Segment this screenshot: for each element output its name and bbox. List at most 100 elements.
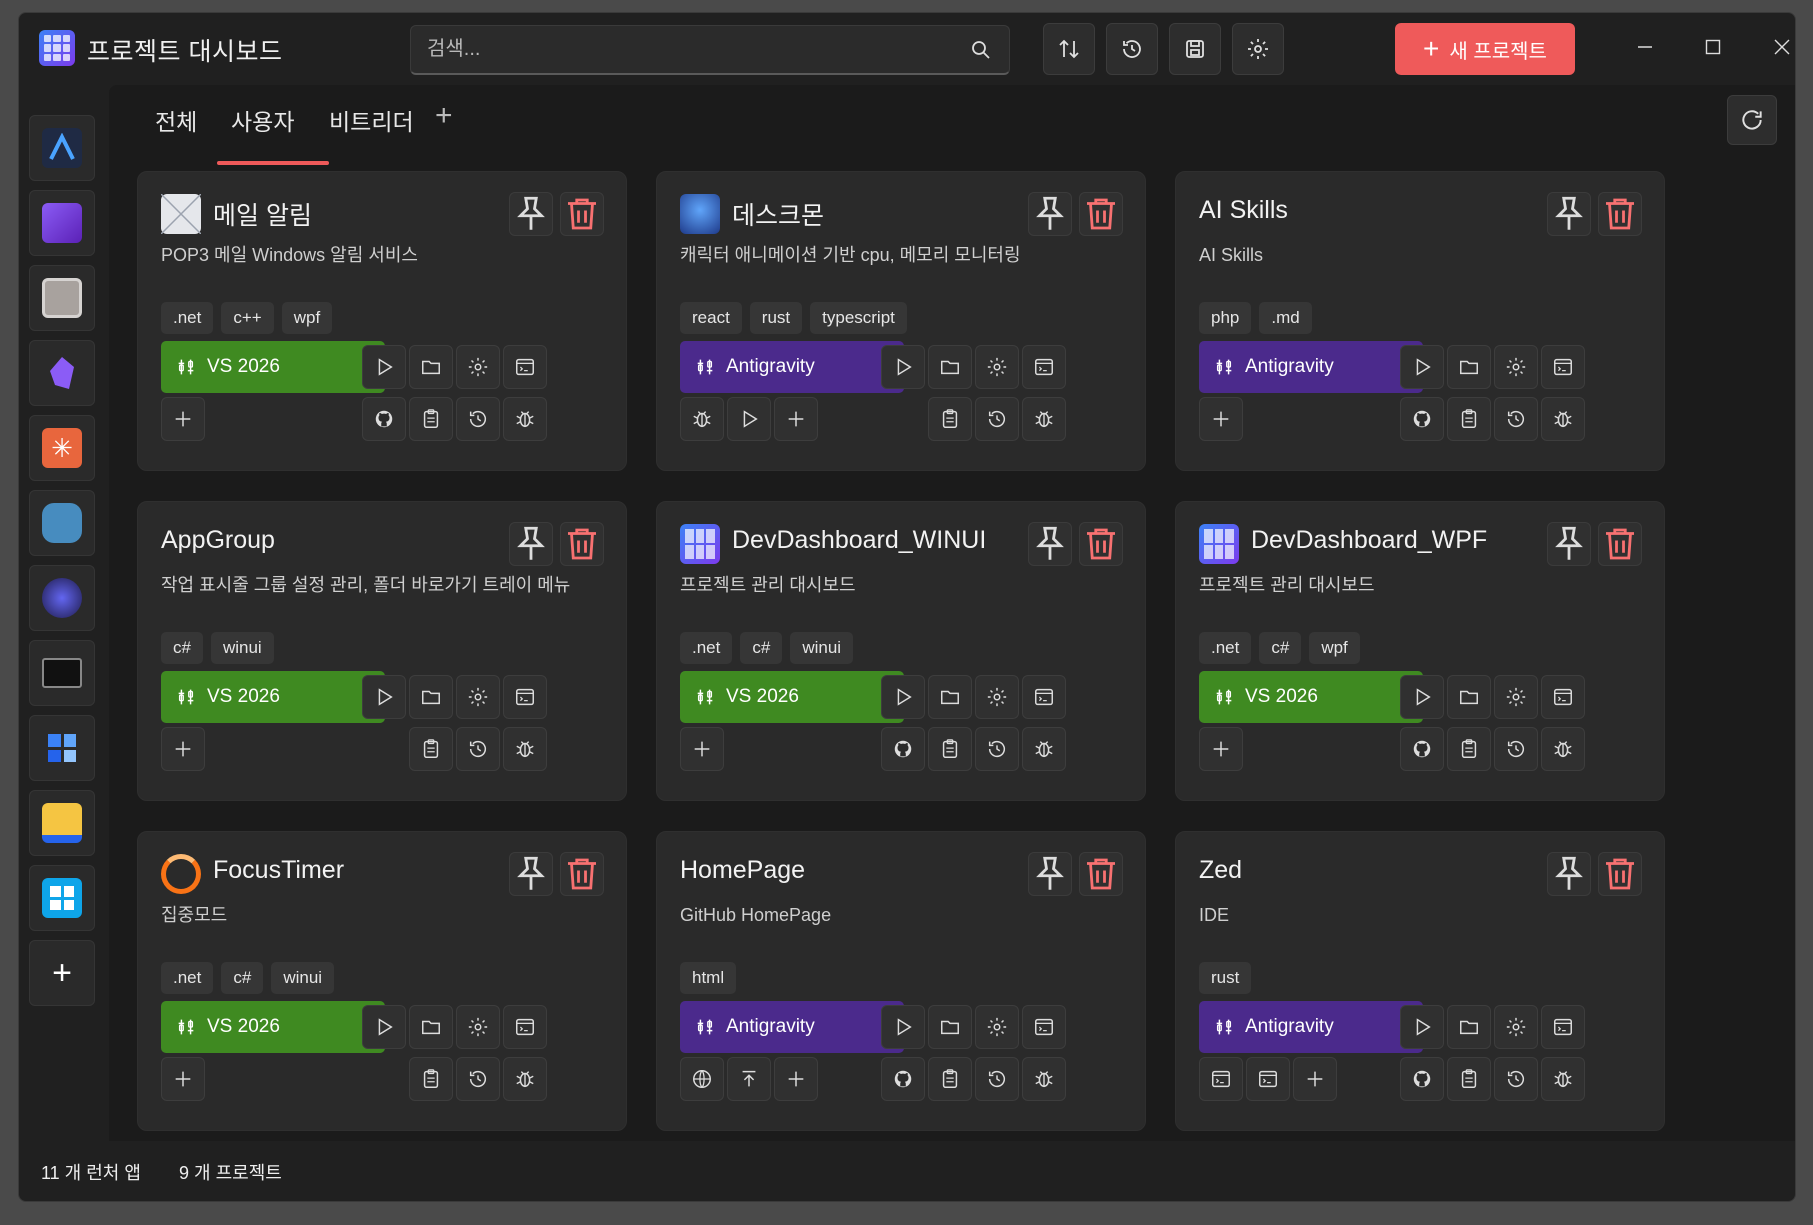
launcher-obsidian[interactable] xyxy=(29,340,95,406)
github-button[interactable] xyxy=(881,1057,925,1101)
open-ide-button[interactable]: VS 2026 xyxy=(161,341,385,393)
project-card[interactable]: 데스크몬 캐릭터 애니메이션 기반 cpu, 메모리 모니터링 react rust t… xyxy=(656,171,1146,471)
pin-button[interactable] xyxy=(1028,192,1072,236)
open-folder-button[interactable] xyxy=(928,1005,972,1049)
globe-button[interactable] xyxy=(680,1057,724,1101)
project-card[interactable]: HomePage GitHub HomePage html Antigravity xyxy=(656,831,1146,1131)
plus-button[interactable] xyxy=(161,727,205,771)
maximize-button[interactable] xyxy=(1691,27,1735,67)
history-button[interactable] xyxy=(1494,1057,1538,1101)
delete-button[interactable] xyxy=(560,852,604,896)
terminal-button[interactable] xyxy=(1022,675,1066,719)
launcher-editor[interactable] xyxy=(29,265,95,331)
run-button[interactable] xyxy=(1400,675,1444,719)
minimize-button[interactable] xyxy=(1623,27,1667,67)
bug-button[interactable] xyxy=(1541,397,1585,441)
pin-button[interactable] xyxy=(509,852,553,896)
terminal-button[interactable] xyxy=(1541,345,1585,389)
clipboard-button[interactable] xyxy=(928,397,972,441)
open-folder-button[interactable] xyxy=(409,345,453,389)
pin-button[interactable] xyxy=(1547,852,1591,896)
refresh-button[interactable] xyxy=(1727,95,1777,145)
project-card[interactable]: AppGroup 작업 표시줄 그룹 설정 관리, 폴더 바로가기 트레이 메뉴 c… xyxy=(137,501,627,801)
history-button[interactable] xyxy=(456,727,500,771)
terminal-button[interactable] xyxy=(1022,1005,1066,1049)
project-card[interactable]: 메일 알림 POP3 메일 Windows 알림 서비스 .net c++ wpf VS … xyxy=(137,171,627,471)
open-folder-button[interactable] xyxy=(1447,345,1491,389)
open-folder-button[interactable] xyxy=(928,675,972,719)
github-button[interactable] xyxy=(1400,727,1444,771)
plus-button[interactable] xyxy=(774,397,818,441)
open-folder-button[interactable] xyxy=(1447,675,1491,719)
history-button[interactable] xyxy=(975,1057,1019,1101)
github-button[interactable] xyxy=(881,727,925,771)
clipboard-button[interactable] xyxy=(928,1057,972,1101)
save-button[interactable] xyxy=(1169,23,1221,75)
launcher-windows[interactable] xyxy=(29,865,95,931)
add-tab-button[interactable]: + xyxy=(435,99,453,132)
project-card[interactable]: FocusTimer 집중모드 .net c# winui VS 2026 xyxy=(137,831,627,1131)
project-card[interactable]: DevDashboard_WPF 프로젝트 관리 대시보드 .net c# wpf VS … xyxy=(1175,501,1665,801)
launcher-terminal[interactable] xyxy=(29,640,95,706)
history-button[interactable] xyxy=(1106,23,1158,75)
play-button[interactable] xyxy=(727,397,771,441)
new-project-button[interactable]: + 새 프로젝트 xyxy=(1395,23,1575,75)
open-ide-button[interactable]: Antigravity xyxy=(1199,341,1423,393)
open-folder-button[interactable] xyxy=(928,345,972,389)
launcher-cubes[interactable] xyxy=(29,715,95,781)
terminal-button[interactable] xyxy=(503,345,547,389)
history-button[interactable] xyxy=(1494,727,1538,771)
tab-bitreader[interactable]: 비트리더 xyxy=(329,109,414,135)
search-box[interactable] xyxy=(410,25,1010,75)
run-button[interactable] xyxy=(881,675,925,719)
plus-button[interactable] xyxy=(161,397,205,441)
pin-button[interactable] xyxy=(509,192,553,236)
run-button[interactable] xyxy=(1400,1005,1444,1049)
launcher-visual-studio[interactable] xyxy=(29,190,95,256)
history-button[interactable] xyxy=(456,1057,500,1101)
github-button[interactable] xyxy=(1400,1057,1444,1101)
plus-button[interactable] xyxy=(1293,1057,1337,1101)
run-button[interactable] xyxy=(362,345,406,389)
terminal-button[interactable] xyxy=(1246,1057,1290,1101)
terminal-button[interactable] xyxy=(1022,345,1066,389)
clipboard-button[interactable] xyxy=(1447,1057,1491,1101)
bug-button[interactable] xyxy=(1541,1057,1585,1101)
plus-button[interactable] xyxy=(1199,397,1243,441)
tab-user[interactable]: 사용자 xyxy=(231,109,295,135)
delete-button[interactable] xyxy=(1079,522,1123,566)
search-icon[interactable] xyxy=(971,40,991,60)
delete-button[interactable] xyxy=(1079,852,1123,896)
open-ide-button[interactable]: VS 2026 xyxy=(1199,671,1423,723)
open-folder-button[interactable] xyxy=(1447,1005,1491,1049)
plus-button[interactable] xyxy=(680,727,724,771)
settings-button[interactable] xyxy=(1494,1005,1538,1049)
pin-button[interactable] xyxy=(1028,852,1072,896)
project-card[interactable]: Zed IDE rust Antigravity xyxy=(1175,831,1665,1131)
settings-button[interactable] xyxy=(1232,23,1284,75)
settings-button[interactable] xyxy=(975,1005,1019,1049)
search-input[interactable] xyxy=(427,26,967,72)
bug-button[interactable] xyxy=(503,1057,547,1101)
settings-button[interactable] xyxy=(1494,345,1538,389)
settings-button[interactable] xyxy=(456,675,500,719)
clipboard-button[interactable] xyxy=(409,727,453,771)
plus-button[interactable] xyxy=(161,1057,205,1101)
plus-button[interactable] xyxy=(774,1057,818,1101)
upload-button[interactable] xyxy=(727,1057,771,1101)
launcher-claude[interactable]: ✳ xyxy=(29,415,95,481)
open-folder-button[interactable] xyxy=(409,1005,453,1049)
run-button[interactable] xyxy=(881,345,925,389)
history-button[interactable] xyxy=(456,397,500,441)
terminal-button[interactable] xyxy=(1541,675,1585,719)
open-folder-button[interactable] xyxy=(409,675,453,719)
pin-button[interactable] xyxy=(1028,522,1072,566)
run-button[interactable] xyxy=(1400,345,1444,389)
bug-button[interactable] xyxy=(1541,727,1585,771)
run-button[interactable] xyxy=(881,1005,925,1049)
terminal-button[interactable] xyxy=(1199,1057,1243,1101)
pin-button[interactable] xyxy=(1547,522,1591,566)
tab-all[interactable]: 전체 xyxy=(155,109,198,135)
settings-button[interactable] xyxy=(975,345,1019,389)
clipboard-button[interactable] xyxy=(1447,727,1491,771)
